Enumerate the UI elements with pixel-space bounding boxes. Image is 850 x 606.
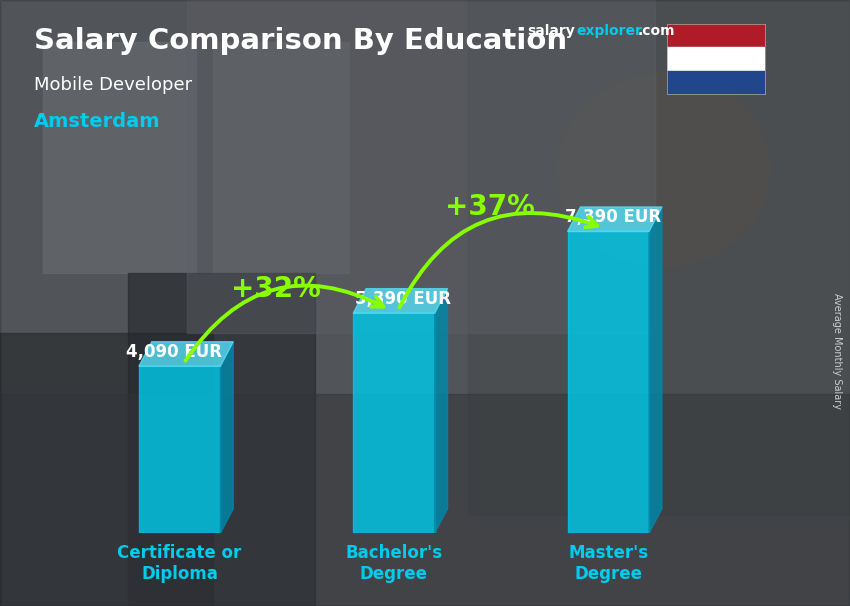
Text: .com: .com xyxy=(638,24,675,38)
Bar xyxy=(212,42,348,273)
Bar xyxy=(667,24,765,47)
Ellipse shape xyxy=(557,73,769,267)
Bar xyxy=(139,366,220,533)
Text: Salary Comparison By Education: Salary Comparison By Education xyxy=(34,27,567,55)
Text: Mobile Developer: Mobile Developer xyxy=(34,76,192,94)
Polygon shape xyxy=(649,207,662,533)
Bar xyxy=(568,231,649,533)
Polygon shape xyxy=(354,288,448,313)
Bar xyxy=(42,42,196,273)
Bar xyxy=(667,47,765,71)
Text: 5,390 EUR: 5,390 EUR xyxy=(355,290,451,308)
Bar xyxy=(667,71,765,94)
Polygon shape xyxy=(139,342,233,366)
Bar xyxy=(128,273,314,606)
Text: explorer: explorer xyxy=(576,24,643,38)
Text: 7,390 EUR: 7,390 EUR xyxy=(565,208,661,226)
Bar xyxy=(354,313,434,533)
Bar xyxy=(0,333,212,606)
Polygon shape xyxy=(568,207,662,231)
Text: salary: salary xyxy=(527,24,575,38)
Bar xyxy=(468,0,850,515)
Text: Average Monthly Salary: Average Monthly Salary xyxy=(832,293,842,410)
Polygon shape xyxy=(434,288,448,533)
Text: Amsterdam: Amsterdam xyxy=(34,112,161,131)
Bar xyxy=(0,394,850,606)
Bar xyxy=(187,0,654,333)
Text: +37%: +37% xyxy=(445,193,536,221)
Polygon shape xyxy=(220,342,233,533)
Text: 4,090 EUR: 4,090 EUR xyxy=(126,343,222,361)
Text: +32%: +32% xyxy=(231,275,321,302)
